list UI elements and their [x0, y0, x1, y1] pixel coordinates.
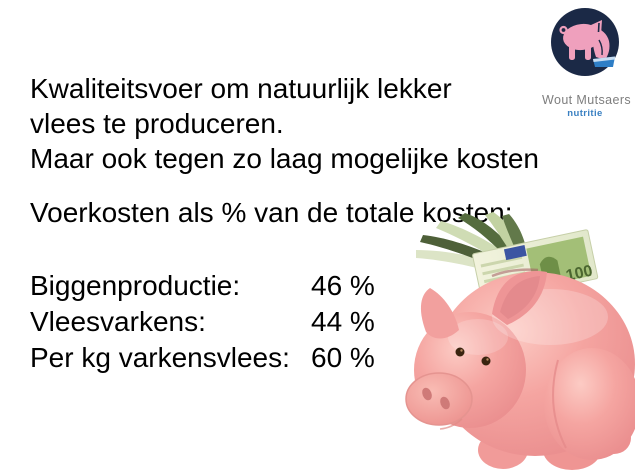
cost-table: Biggenproductie: 46 % Vleesvarkens: 44 %… [30, 268, 375, 376]
cost-value: 46 % [311, 270, 375, 301]
table-row: Per kg varkensvlees: 60 % [30, 340, 375, 376]
company-logo: Wout Mutsaers nutritie [542, 7, 632, 119]
pig-ear-left [420, 288, 459, 339]
piggy-bank-money-icon: 100 [405, 212, 635, 470]
logo-circle [542, 7, 628, 77]
table-row: Biggenproductie: 46 % [30, 268, 375, 304]
pig-eyes [455, 347, 491, 366]
table-row: Vleesvarkens: 44 % [30, 304, 375, 340]
cost-label: Vleesvarkens: [30, 306, 206, 337]
intro-text: Kwaliteitsvoer om natuurlijk lekker vlee… [30, 71, 539, 176]
cost-value: 44 % [311, 306, 375, 337]
cost-value: 60 % [311, 342, 375, 373]
costs-heading: Voerkosten als % van de totale kosten: [30, 197, 513, 228]
pig-eating-from-trough-icon [551, 8, 619, 76]
logo-tagline: nutritie [567, 108, 603, 119]
pig-ear-right [492, 271, 547, 325]
cost-label: Biggenproductie: [30, 270, 241, 301]
pig-snout [405, 372, 473, 430]
piggy-bank-illustration: 100 [400, 212, 635, 474]
cost-label: Per kg varkensvlees: [30, 342, 290, 373]
intro-line-1: Kwaliteitsvoer om natuurlijk lekker [30, 73, 452, 104]
intro-line-2: vlees te produceren. [30, 108, 284, 139]
logo-company-name: Wout Mutsaers [542, 93, 632, 107]
intro-line-3: Maar ook tegen zo laag mogelijke kosten [30, 143, 539, 174]
